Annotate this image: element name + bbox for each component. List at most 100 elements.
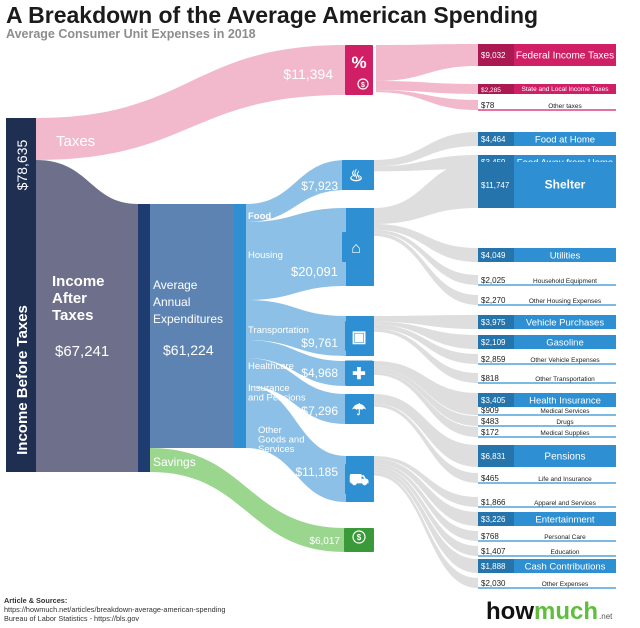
- item-value: $4,464: [481, 135, 506, 144]
- taxes-value: $11,394: [283, 66, 333, 82]
- item-flow: [374, 466, 478, 556]
- item-row-vehicle-purchases: $3,975 Vehicle Purchases: [478, 315, 616, 329]
- item-row-education: $1,407 Education: [478, 547, 616, 557]
- item-value-cell: [478, 132, 514, 146]
- food-flow: [246, 160, 346, 222]
- taxes-flow: [36, 45, 345, 160]
- item-box: [478, 512, 616, 526]
- other-label: Services: [258, 444, 295, 455]
- item-flow: [374, 328, 478, 383]
- expenditures-label: Annual: [153, 295, 190, 309]
- transportation-value: $9,761: [301, 336, 338, 350]
- insurance-label: and Pensions: [248, 393, 306, 404]
- other-flow: [246, 386, 346, 502]
- insurance-value: $7,296: [301, 404, 338, 418]
- sources: Article & Sources: https://howmuch.net/a…: [4, 596, 225, 623]
- expenditures-label: Average: [153, 278, 198, 292]
- item-box: [478, 315, 616, 329]
- item-box: [478, 84, 616, 94]
- item-row-other-taxes: $78 Other taxes: [478, 101, 616, 111]
- item-flow: [374, 132, 478, 167]
- housing-label: Housing: [248, 250, 283, 261]
- other-label: Goods and: [258, 435, 304, 446]
- item-label: Other Transportation: [535, 376, 595, 383]
- percent-coins-icon: %$: [345, 45, 373, 95]
- item-row-utilities: $4,049 Utilities: [478, 248, 616, 262]
- item-label: Other Housing Expenses: [529, 298, 602, 305]
- item-label: Vehicle Purchases: [526, 318, 604, 329]
- item-label: Food at Home: [535, 135, 595, 146]
- item-row-medical-services: $909 Medical Services: [478, 406, 616, 416]
- item-flow: [374, 229, 478, 285]
- item-row-personal-care: $768 Personal Care: [478, 532, 616, 542]
- insurance-flow: [246, 358, 346, 424]
- expenditures-flow: [150, 204, 234, 448]
- item-value-cell: [478, 44, 514, 66]
- food-value: $7,923: [301, 179, 338, 193]
- item-flow: [374, 456, 478, 507]
- item-row-federal-income-taxes: $9,032 Federal Income Taxes: [478, 44, 616, 66]
- item-value-cell: [478, 162, 514, 208]
- income-before-taxes-node: [6, 118, 36, 472]
- item-flow: [374, 315, 478, 329]
- item-value-cell: [478, 84, 514, 94]
- other-value: $11,185: [296, 465, 339, 479]
- item-value: $2,285: [481, 87, 501, 94]
- item-label: Pensions: [544, 452, 585, 463]
- item-flow: [374, 459, 478, 526]
- item-label: Entertainment: [535, 515, 595, 526]
- transportation-flow: [246, 300, 346, 356]
- item-label: Medical Services: [540, 408, 590, 415]
- item-value: $465: [481, 474, 499, 483]
- item-value: $2,025: [481, 276, 506, 285]
- item-value: $172: [481, 428, 499, 437]
- other-label: Other: [258, 425, 282, 436]
- item-row-entertainment: $3,226 Entertainment: [478, 512, 616, 526]
- item-value: $4,049: [481, 251, 506, 260]
- item-value: $6,831: [481, 452, 506, 461]
- food-label: Food: [248, 211, 271, 222]
- money-hand-icon: $: [344, 528, 374, 552]
- after-tax-value: $67,241: [55, 343, 109, 360]
- item-box: [478, 162, 616, 208]
- item-flow: [374, 463, 478, 541]
- item-label: Life and Insurance: [538, 476, 592, 483]
- item-value: $9,032: [481, 51, 506, 60]
- item-label: Other Vehicle Expenses: [530, 357, 600, 364]
- item-label: Personal Care: [544, 534, 586, 541]
- item-label: Medical Supplies: [540, 430, 590, 437]
- item-value: $1,888: [481, 562, 506, 571]
- other-glyph: ⛟: [349, 472, 369, 489]
- after-tax-label: Taxes: [52, 307, 93, 324]
- item-value: $768: [481, 532, 499, 541]
- item-label: State and Local Income Taxes: [522, 86, 610, 93]
- item-row-other-housing-expenses: $2,270 Other Housing Expenses: [478, 296, 616, 306]
- item-flow: [374, 365, 478, 415]
- housing-glyph: ⌂: [351, 240, 361, 257]
- page-title: A Breakdown of the Average American Spen…: [6, 2, 539, 28]
- item-flow: [374, 361, 478, 407]
- item-label: Drugs: [556, 419, 574, 426]
- item-value: $2,030: [481, 579, 506, 588]
- item-label: Gasoline: [546, 338, 584, 349]
- sources-line-2: Bureau of Labor Statistics - https://bls…: [4, 614, 140, 623]
- item-row-state-and-local-income-taxes: $2,285 State and Local Income Taxes: [478, 84, 616, 94]
- healthcare-flow: [246, 340, 346, 386]
- car-bus-icon: ▣: [345, 321, 373, 351]
- item-box: [478, 132, 616, 146]
- healthcare-glyph: ✚: [352, 366, 365, 383]
- insurance-glyph: ☂: [352, 402, 366, 419]
- medical-cross-icon: ✚: [345, 360, 373, 386]
- item-value: $78: [481, 101, 495, 110]
- item-value: $11,747: [481, 181, 510, 190]
- percent-glyph: %: [351, 53, 366, 72]
- food-tray-icon: ♨: [342, 160, 370, 190]
- healthcare-label: Healthcare: [248, 361, 294, 372]
- after-tax-node: [138, 204, 150, 472]
- item-flow: [374, 371, 478, 437]
- item-label: Utilities: [550, 251, 581, 262]
- item-value: $2,109: [481, 338, 506, 347]
- item-value: $909: [481, 406, 499, 415]
- expenditures-node: [234, 204, 246, 448]
